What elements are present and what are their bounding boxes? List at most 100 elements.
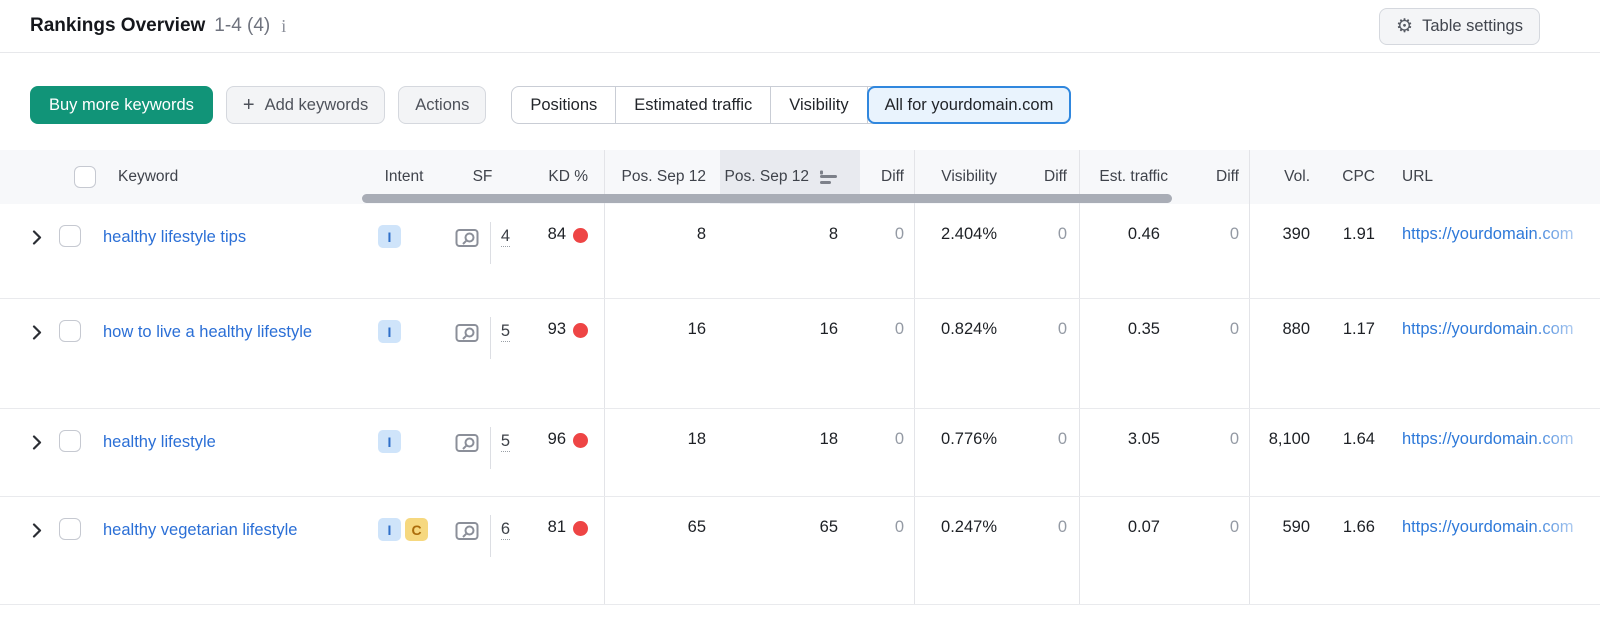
intent-badge-informational[interactable]: I	[378, 225, 401, 248]
column-header-volume[interactable]: Vol.	[1284, 168, 1310, 185]
est-traffic-diff: 0	[1190, 497, 1250, 604]
est-traffic-value: 3.05	[1127, 430, 1160, 448]
serp-features-count[interactable]: 4	[500, 227, 511, 247]
column-header-url[interactable]: URL	[1402, 168, 1434, 185]
position-current: 18	[819, 430, 838, 448]
table-row: healthy lifestyle I 5 96 18 18 0 0.776% …	[0, 409, 1600, 497]
url-link[interactable]: https://yourdomain.com	[1402, 430, 1574, 448]
row-checkbox[interactable]	[59, 225, 81, 247]
horizontal-scrollbar-thumb[interactable]	[362, 194, 1172, 203]
position-diff: 0	[860, 299, 915, 408]
row-checkbox[interactable]	[59, 320, 81, 342]
row-checkbox[interactable]	[59, 518, 81, 540]
table-row: how to live a healthy lifestyle I 5 93 1…	[0, 299, 1600, 409]
kd-difficulty-dot	[573, 433, 588, 448]
column-header-sf[interactable]: SF	[472, 168, 493, 185]
kd-value: 93	[547, 320, 566, 338]
title-bar: Rankings Overview 1-4 (4) i ⚙ Table sett…	[0, 0, 1600, 53]
keyword-link[interactable]: healthy vegetarian lifestyle	[103, 521, 298, 539]
expand-chevron-icon[interactable]	[30, 523, 44, 538]
kd-value: 96	[547, 430, 566, 448]
cpc-value: 1.91	[1342, 225, 1375, 243]
volume-value: 880	[1282, 320, 1310, 338]
kd-value: 81	[547, 518, 566, 536]
visibility-diff: 0	[1015, 299, 1080, 408]
column-header-cpc[interactable]: CPC	[1342, 168, 1375, 185]
expand-chevron-icon[interactable]	[30, 435, 44, 450]
toolbar: Buy more keywords + Add keywords Actions…	[0, 53, 1600, 124]
row-checkbox[interactable]	[59, 430, 81, 452]
result-range: 1-4 (4)	[214, 15, 271, 36]
divider	[489, 515, 491, 557]
intent-badge-informational[interactable]: I	[378, 430, 401, 453]
intent-badge-informational[interactable]: I	[378, 518, 401, 541]
column-header-visibility[interactable]: Visibility	[941, 168, 997, 185]
visibility-value: 0.776%	[941, 430, 997, 448]
expand-chevron-icon[interactable]	[30, 230, 44, 245]
url-link[interactable]: https://yourdomain.com	[1402, 320, 1574, 338]
est-traffic-value: 0.07	[1127, 518, 1160, 536]
expand-chevron-icon[interactable]	[30, 325, 44, 340]
intent-badge-commercial[interactable]: C	[405, 518, 428, 541]
table-row: healthy vegetarian lifestyle I C 6 81 65…	[0, 497, 1600, 605]
table-row: healthy lifestyle tips I 4 84 8 8 0 2.40…	[0, 204, 1600, 299]
keyword-link[interactable]: healthy lifestyle tips	[103, 228, 247, 246]
est-traffic-diff: 0	[1190, 204, 1250, 298]
info-icon[interactable]: i	[281, 15, 287, 36]
keyword-link[interactable]: how to live a healthy lifestyle	[103, 323, 313, 341]
visibility-value: 0.247%	[941, 518, 997, 536]
actions-button[interactable]: Actions	[398, 86, 487, 124]
segment-positions[interactable]: Positions	[512, 87, 617, 123]
serp-features-count[interactable]: 5	[500, 432, 511, 452]
column-header-diff-1[interactable]: Diff	[860, 150, 915, 204]
column-header-keyword[interactable]: Keyword	[0, 150, 368, 204]
buy-more-keywords-button[interactable]: Buy more keywords	[30, 86, 213, 124]
volume-value: 590	[1282, 518, 1310, 536]
divider	[489, 222, 491, 264]
column-header-diff-2[interactable]: Diff	[1015, 150, 1080, 204]
select-all-checkbox[interactable]	[74, 166, 96, 188]
column-header-diff-3[interactable]: Diff	[1190, 150, 1250, 204]
sort-icon	[820, 170, 837, 184]
visibility-value: 0.824%	[941, 320, 997, 338]
segment-estimated-traffic[interactable]: Estimated traffic	[616, 87, 772, 123]
serp-features-icon[interactable]	[455, 520, 480, 542]
segment-visibility[interactable]: Visibility	[771, 87, 868, 123]
position-diff: 0	[860, 204, 915, 298]
position-diff: 0	[860, 497, 915, 604]
cpc-value: 1.66	[1342, 518, 1375, 536]
add-keywords-button[interactable]: + Add keywords	[225, 86, 386, 124]
visibility-value: 2.404%	[941, 225, 997, 243]
kd-value: 84	[547, 225, 566, 243]
url-link[interactable]: https://yourdomain.com	[1402, 518, 1574, 536]
visibility-diff: 0	[1015, 497, 1080, 604]
url-link[interactable]: https://yourdomain.com	[1402, 225, 1574, 243]
divider	[489, 317, 491, 359]
serp-features-icon[interactable]	[455, 322, 480, 344]
serp-features-count[interactable]: 6	[500, 520, 511, 540]
position-prev: 8	[696, 225, 706, 243]
serp-features-icon[interactable]	[455, 432, 480, 454]
add-keywords-label: Add keywords	[264, 95, 369, 114]
volume-value: 8,100	[1268, 430, 1310, 448]
view-segmented-control: Positions Estimated traffic Visibility A…	[511, 86, 1072, 124]
visibility-diff: 0	[1015, 409, 1080, 496]
column-header-pos-prev[interactable]: Pos. Sep 12	[621, 168, 706, 185]
serp-features-icon[interactable]	[455, 227, 480, 249]
position-prev: 65	[687, 518, 706, 536]
est-traffic-value: 0.46	[1127, 225, 1160, 243]
serp-features-count[interactable]: 5	[500, 322, 511, 342]
position-current: 16	[819, 320, 838, 338]
intent-badge-informational[interactable]: I	[378, 320, 401, 343]
cpc-value: 1.64	[1342, 430, 1375, 448]
position-current: 8	[828, 225, 838, 243]
table-settings-button[interactable]: ⚙ Table settings	[1379, 7, 1540, 45]
position-current: 65	[819, 518, 838, 536]
plus-icon: +	[242, 94, 255, 116]
position-diff: 0	[860, 409, 915, 496]
keyword-link[interactable]: healthy lifestyle	[103, 433, 216, 451]
segment-all-for-domain[interactable]: All for yourdomain.com	[866, 86, 1072, 124]
column-header-est-traffic[interactable]: Est. traffic	[1099, 168, 1168, 185]
column-header-kd[interactable]: KD %	[525, 150, 605, 204]
column-header-intent[interactable]: Intent	[384, 168, 424, 185]
